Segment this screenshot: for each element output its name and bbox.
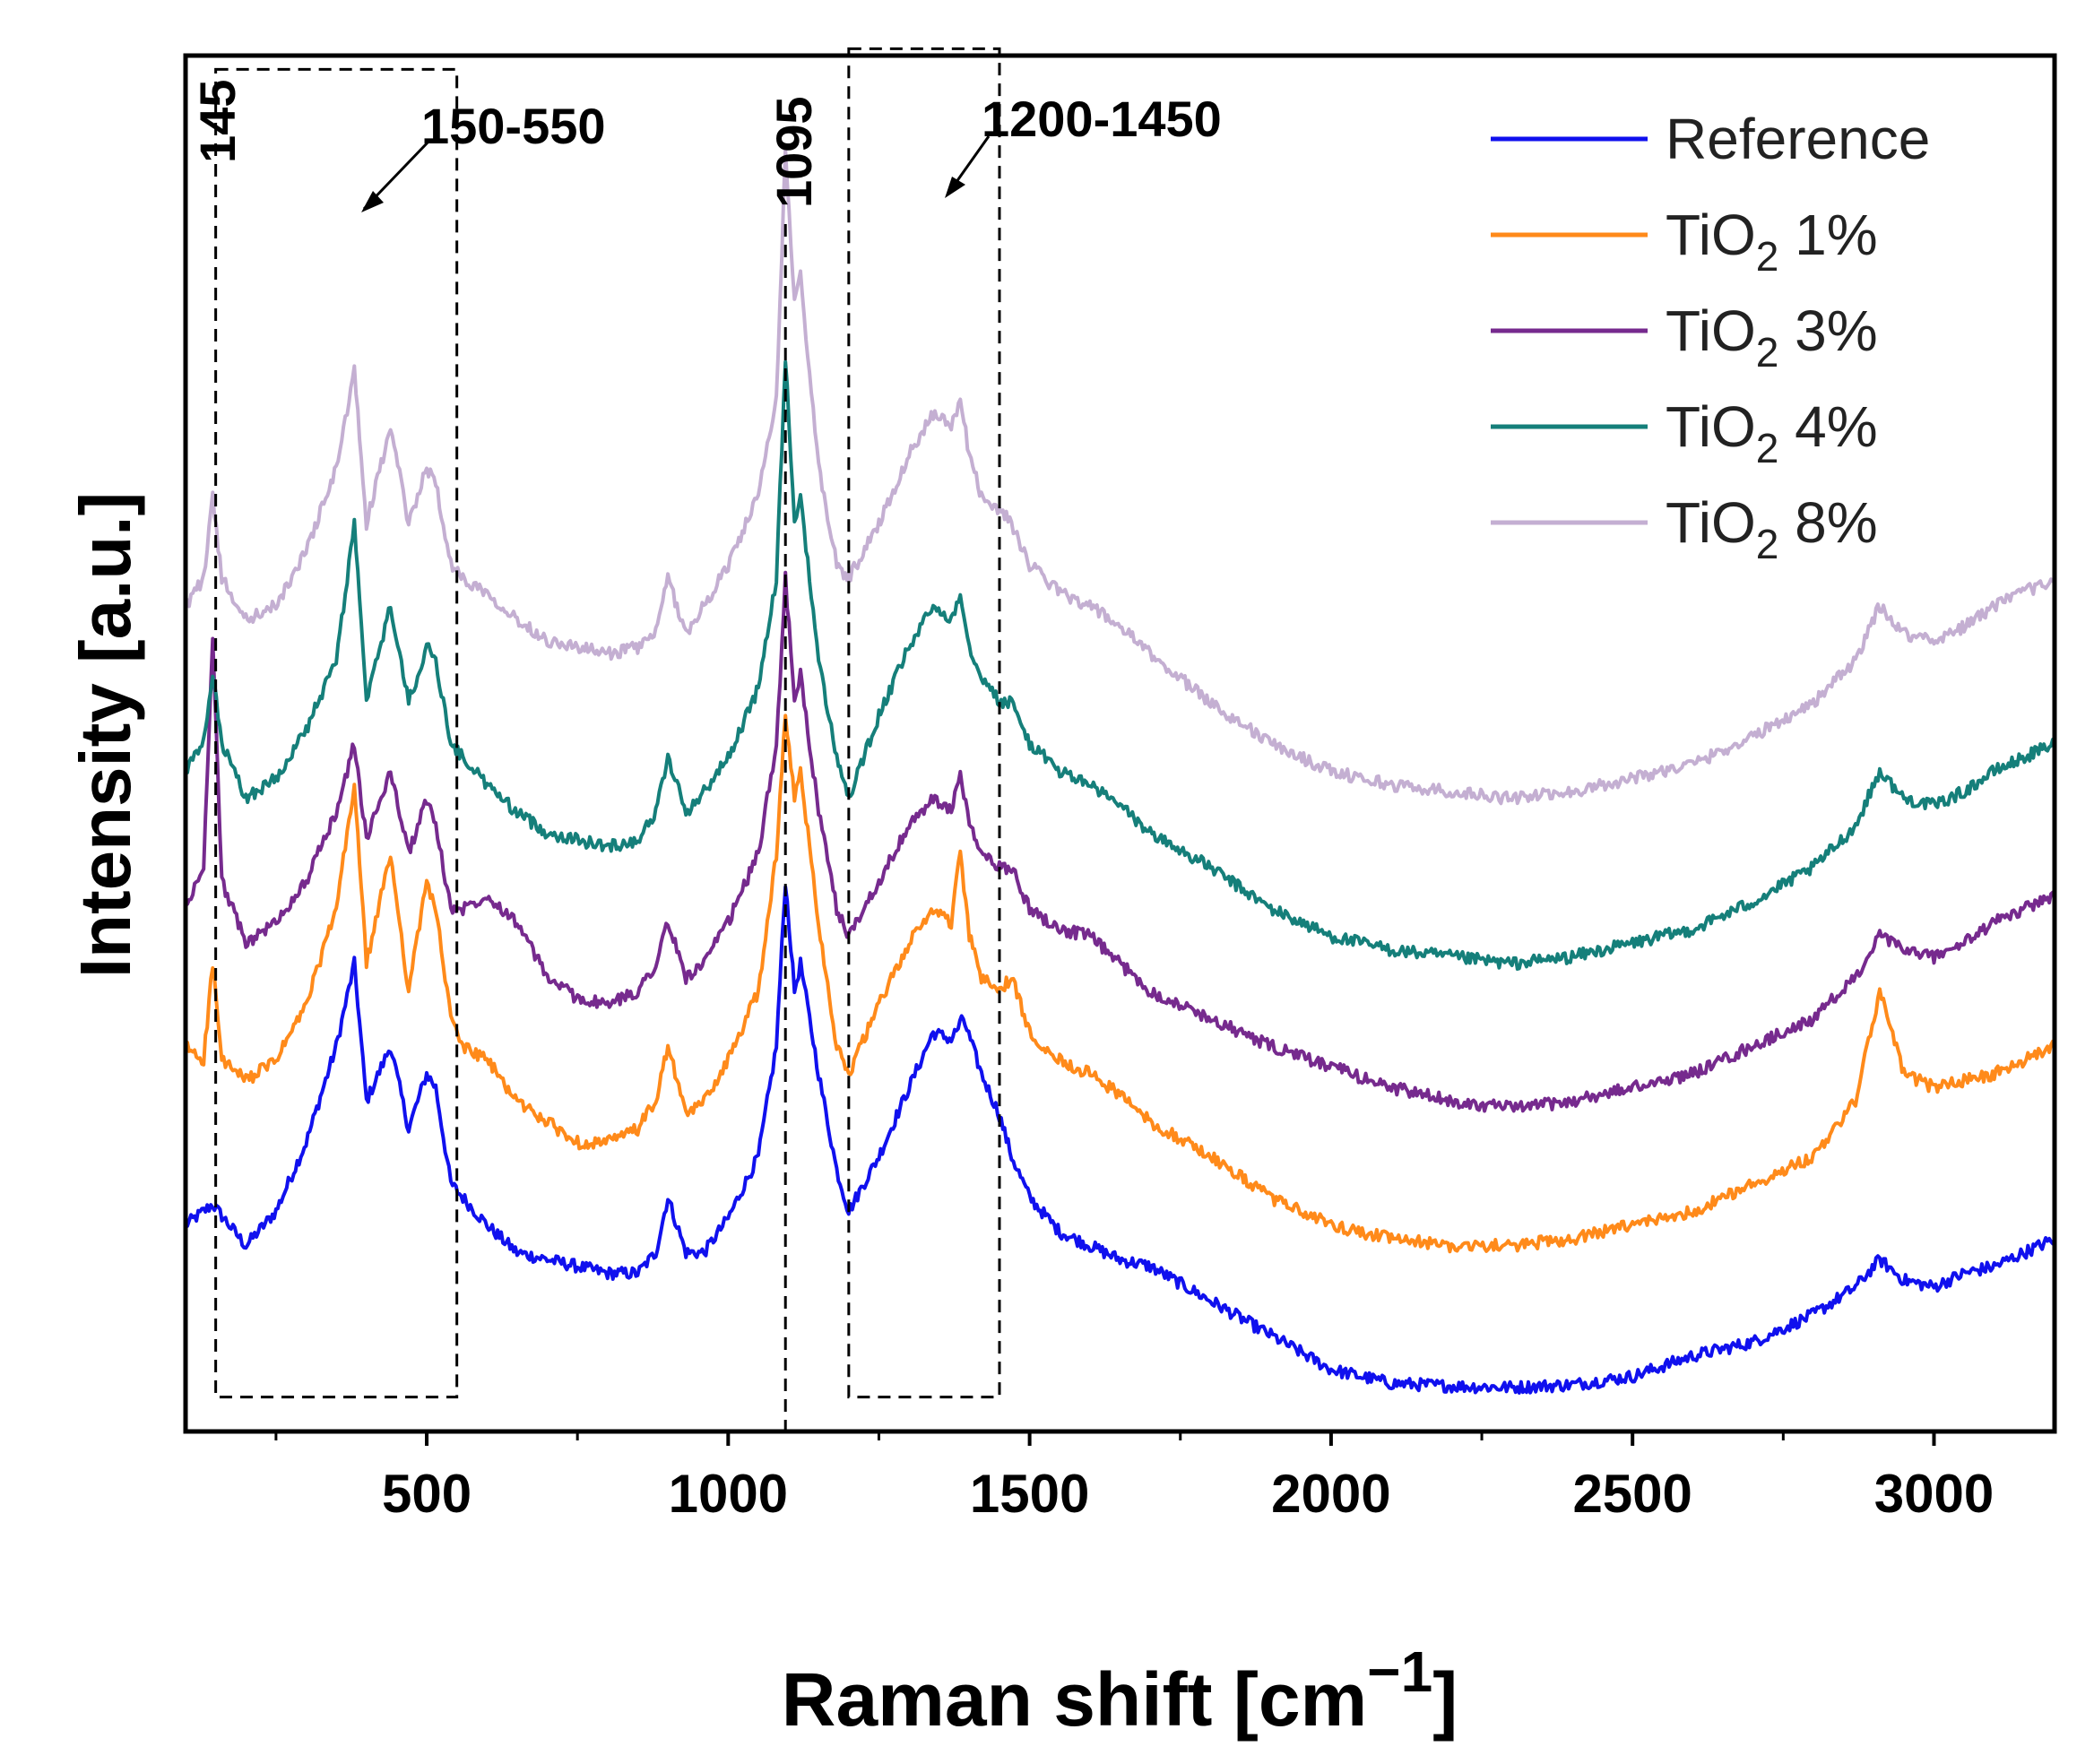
x-tick-label: 1000	[669, 1464, 788, 1524]
legend-entry-label: TiO2 4%	[1666, 394, 1878, 471]
peak-145-label: 145	[189, 80, 246, 163]
legend-entry-label: TiO2 3%	[1666, 298, 1878, 376]
series-line-4	[184, 147, 2056, 806]
x-tick-label: 500	[382, 1464, 472, 1524]
legend: Reference TiO2 1% TiO2 3% TiO2 4% TiO2 8%	[1491, 107, 1930, 567]
series-line-3	[184, 359, 2056, 971]
annotation-layer: 145 1095 150-550 1200-1450	[189, 47, 1222, 1431]
series-line-0	[184, 885, 2056, 1395]
region-150-550-label: 150-550	[421, 98, 606, 154]
legend-entry-label: TiO2 8%	[1666, 490, 1878, 567]
region-1200-1450-box	[847, 47, 1001, 1399]
x-tick-label: 2500	[1572, 1464, 1692, 1524]
series-layer	[184, 147, 2056, 1395]
region-150-550-box	[214, 67, 459, 1399]
plot-frame	[183, 53, 2057, 1434]
x-tick-label: 2000	[1271, 1464, 1390, 1524]
y-axis-label: Intensity [a.u.]	[65, 492, 145, 978]
x-axis: 500 1000 1500 2000 2500 3000	[274, 1431, 1994, 1524]
region-1200-1450-arrowhead	[945, 177, 965, 198]
region-150-550-arrowhead	[361, 191, 384, 212]
x-tick-label: 3000	[1874, 1464, 1994, 1524]
x-axis-label: Raman shift [cm−1]	[782, 1639, 1458, 1742]
series-line-1	[184, 713, 2056, 1254]
peak-1095-label: 1095	[766, 96, 822, 208]
legend-entry-label: TiO2 1%	[1666, 203, 1878, 280]
series-line-2	[184, 570, 2056, 1113]
x-tick-label: 1500	[970, 1464, 1089, 1524]
legend-entry-label: Reference	[1666, 107, 1930, 171]
region-1200-1450-label: 1200-1450	[982, 91, 1222, 147]
